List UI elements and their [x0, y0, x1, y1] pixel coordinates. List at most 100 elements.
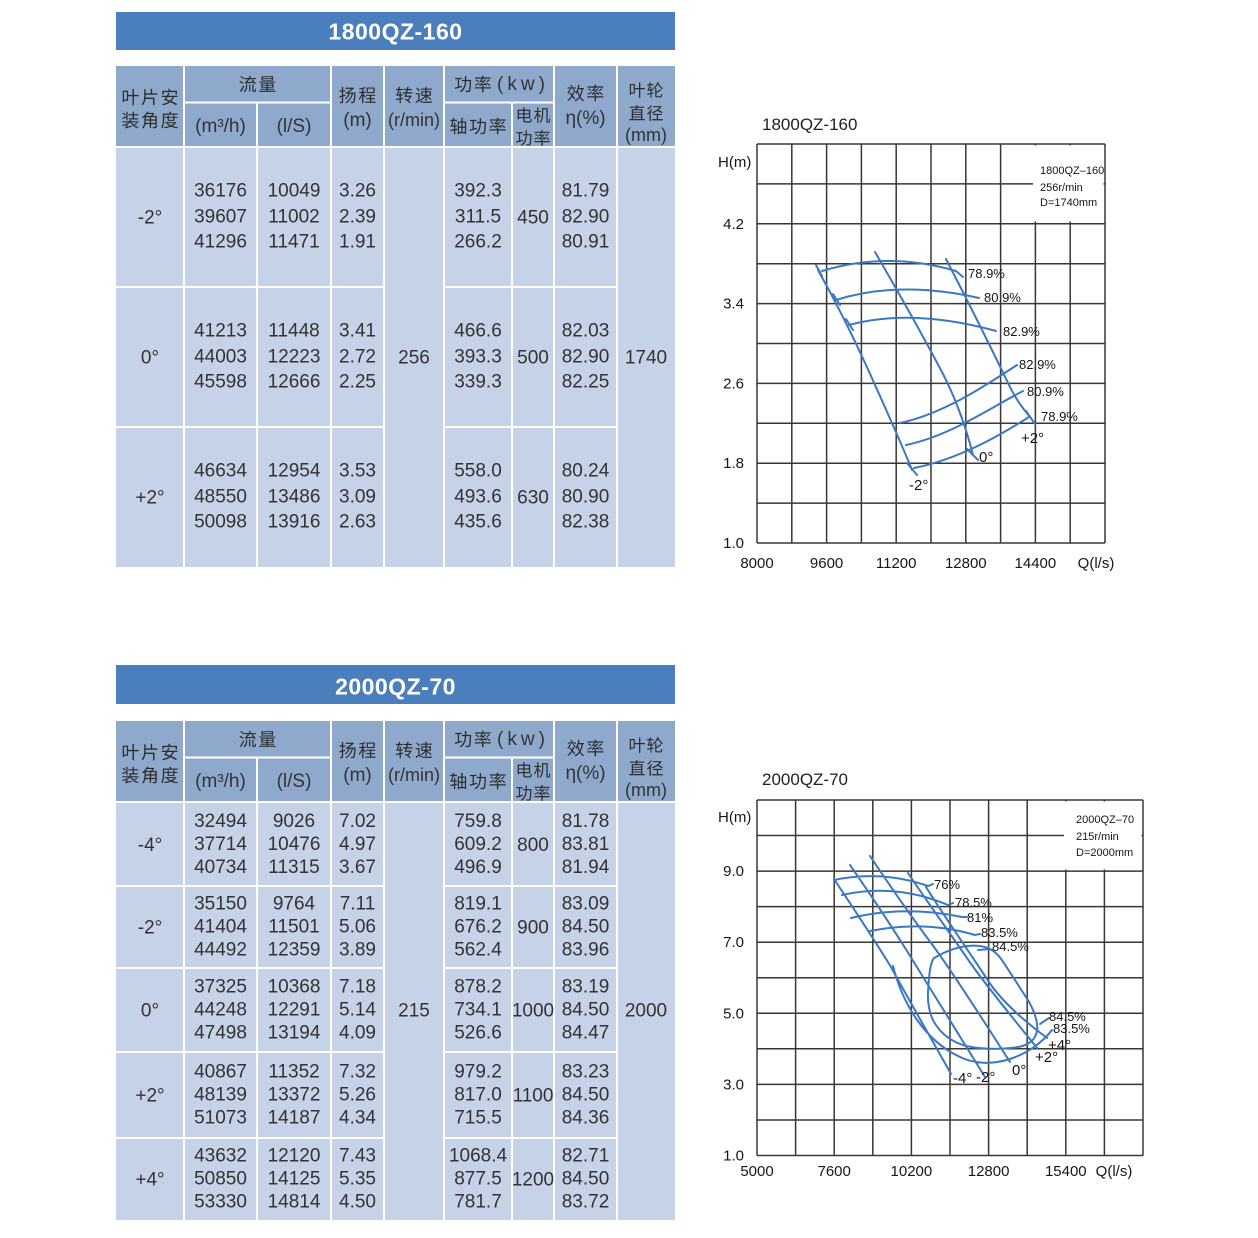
svg-text:82.03: 82.03 — [562, 321, 610, 342]
svg-text:44003: 44003 — [194, 347, 247, 368]
svg-text:1740: 1740 — [625, 348, 667, 369]
svg-text:9764: 9764 — [273, 894, 316, 915]
svg-text:15400: 15400 — [1045, 1163, 1087, 1180]
svg-text:84.50: 84.50 — [562, 1085, 610, 1106]
svg-text:41213: 41213 — [194, 321, 247, 342]
svg-text:84.5%: 84.5% — [1049, 1009, 1086, 1024]
svg-text:43632: 43632 — [194, 1146, 247, 1167]
svg-text:83.96: 83.96 — [562, 940, 610, 961]
svg-text:-4°: -4° — [953, 1070, 972, 1087]
svg-text:500: 500 — [517, 348, 549, 369]
svg-text:50098: 50098 — [194, 512, 247, 533]
svg-text:48139: 48139 — [194, 1085, 247, 1106]
svg-text:2000QZ–70: 2000QZ–70 — [1076, 814, 1134, 826]
svg-text:82.90: 82.90 — [562, 347, 610, 368]
svg-text:+2°: +2° — [135, 488, 164, 509]
svg-text:2000QZ-70: 2000QZ-70 — [762, 770, 848, 789]
svg-text:45598: 45598 — [194, 372, 247, 393]
svg-text:3.53: 3.53 — [339, 461, 376, 482]
svg-text:10200: 10200 — [891, 1163, 933, 1180]
svg-text:D=2000mm: D=2000mm — [1076, 847, 1133, 859]
svg-text:11200: 11200 — [876, 555, 917, 572]
svg-text:(m): (m) — [343, 765, 371, 786]
svg-text:9.0: 9.0 — [723, 863, 744, 880]
svg-text:12800: 12800 — [968, 1163, 1010, 1180]
svg-text:256: 256 — [398, 348, 430, 369]
svg-text:2000: 2000 — [625, 1001, 667, 1022]
svg-text:7.0: 7.0 — [723, 934, 744, 951]
svg-text:3.41: 3.41 — [339, 321, 376, 342]
svg-text:12359: 12359 — [268, 940, 321, 961]
svg-text:12800: 12800 — [945, 555, 987, 572]
svg-text:1800QZ-160: 1800QZ-160 — [762, 115, 857, 134]
svg-text:0°: 0° — [141, 348, 159, 369]
svg-text:7600: 7600 — [818, 1163, 851, 1180]
svg-text:8000: 8000 — [740, 555, 773, 572]
svg-text:40867: 40867 — [194, 1062, 247, 1083]
svg-text:7.11: 7.11 — [340, 894, 376, 915]
svg-text:5.06: 5.06 — [339, 917, 376, 938]
svg-text:3.0: 3.0 — [723, 1076, 744, 1093]
svg-text:215: 215 — [398, 1001, 430, 1022]
svg-text:80.9%: 80.9% — [984, 290, 1021, 305]
svg-text:3.09: 3.09 — [339, 487, 376, 508]
svg-text:215r/min: 215r/min — [1076, 831, 1119, 843]
svg-text:1.8: 1.8 — [723, 455, 744, 472]
svg-text:7.02: 7.02 — [339, 811, 376, 832]
svg-text:84.5%: 84.5% — [992, 939, 1029, 954]
svg-text:(r/min): (r/min) — [388, 765, 440, 785]
svg-text:715.5: 715.5 — [454, 1108, 502, 1129]
svg-text:1.0: 1.0 — [723, 535, 744, 552]
svg-text:2.63: 2.63 — [339, 512, 376, 533]
svg-text:80.90: 80.90 — [562, 487, 610, 508]
svg-text:(kw): (kw) — [497, 74, 549, 95]
svg-text:-2°: -2° — [138, 208, 163, 229]
svg-text:D=1740mm: D=1740mm — [1040, 197, 1097, 209]
svg-text:1.0: 1.0 — [723, 1148, 744, 1165]
svg-text:759.8: 759.8 — [454, 811, 502, 832]
svg-text:84.50: 84.50 — [562, 1000, 610, 1021]
svg-text:13372: 13372 — [268, 1085, 321, 1106]
svg-text:493.6: 493.6 — [454, 487, 502, 508]
svg-text:4.50: 4.50 — [339, 1192, 376, 1213]
svg-text:496.9: 496.9 — [454, 857, 502, 878]
svg-text:78.5%: 78.5% — [955, 895, 992, 910]
svg-text:11315: 11315 — [268, 857, 319, 878]
svg-text:12223: 12223 — [268, 347, 321, 368]
svg-text:12954: 12954 — [268, 461, 321, 482]
svg-text:40734: 40734 — [194, 857, 247, 878]
svg-text:256r/min: 256r/min — [1040, 182, 1083, 194]
svg-text:80.24: 80.24 — [562, 461, 610, 482]
svg-text:9600: 9600 — [810, 555, 843, 572]
svg-text:14125: 14125 — [268, 1169, 321, 1190]
svg-text:-4°: -4° — [138, 835, 163, 856]
svg-text:81.94: 81.94 — [562, 857, 610, 878]
svg-text:393.3: 393.3 — [454, 347, 502, 368]
svg-text:4.09: 4.09 — [339, 1023, 376, 1044]
svg-text:781.7: 781.7 — [454, 1192, 502, 1213]
svg-text:817.0: 817.0 — [454, 1085, 502, 1106]
svg-text:979.2: 979.2 — [454, 1062, 502, 1083]
svg-text:609.2: 609.2 — [454, 834, 502, 855]
svg-text:10049: 10049 — [268, 181, 321, 202]
svg-text:81%: 81% — [967, 910, 993, 925]
svg-text:9026: 9026 — [273, 811, 315, 832]
svg-text:83.23: 83.23 — [562, 1062, 610, 1083]
svg-text:83.81: 83.81 — [562, 834, 610, 855]
svg-text:3.4: 3.4 — [723, 296, 744, 313]
svg-text:5.0: 5.0 — [723, 1005, 744, 1022]
svg-text:339.3: 339.3 — [454, 372, 502, 393]
svg-text:48550: 48550 — [194, 487, 247, 508]
svg-text:266.2: 266.2 — [454, 232, 502, 253]
svg-text:-2°: -2° — [909, 477, 928, 494]
svg-text:7.43: 7.43 — [339, 1146, 376, 1167]
svg-text:819.1: 819.1 — [454, 894, 502, 915]
svg-text:35150: 35150 — [194, 894, 247, 915]
svg-text:(mm): (mm) — [625, 780, 667, 800]
svg-text:81.79: 81.79 — [562, 181, 610, 202]
svg-text:37325: 37325 — [194, 977, 247, 998]
svg-text:7.18: 7.18 — [339, 977, 376, 998]
svg-text:39607: 39607 — [194, 207, 247, 228]
svg-text:37714: 37714 — [194, 834, 247, 855]
svg-text:14187: 14187 — [268, 1108, 321, 1129]
